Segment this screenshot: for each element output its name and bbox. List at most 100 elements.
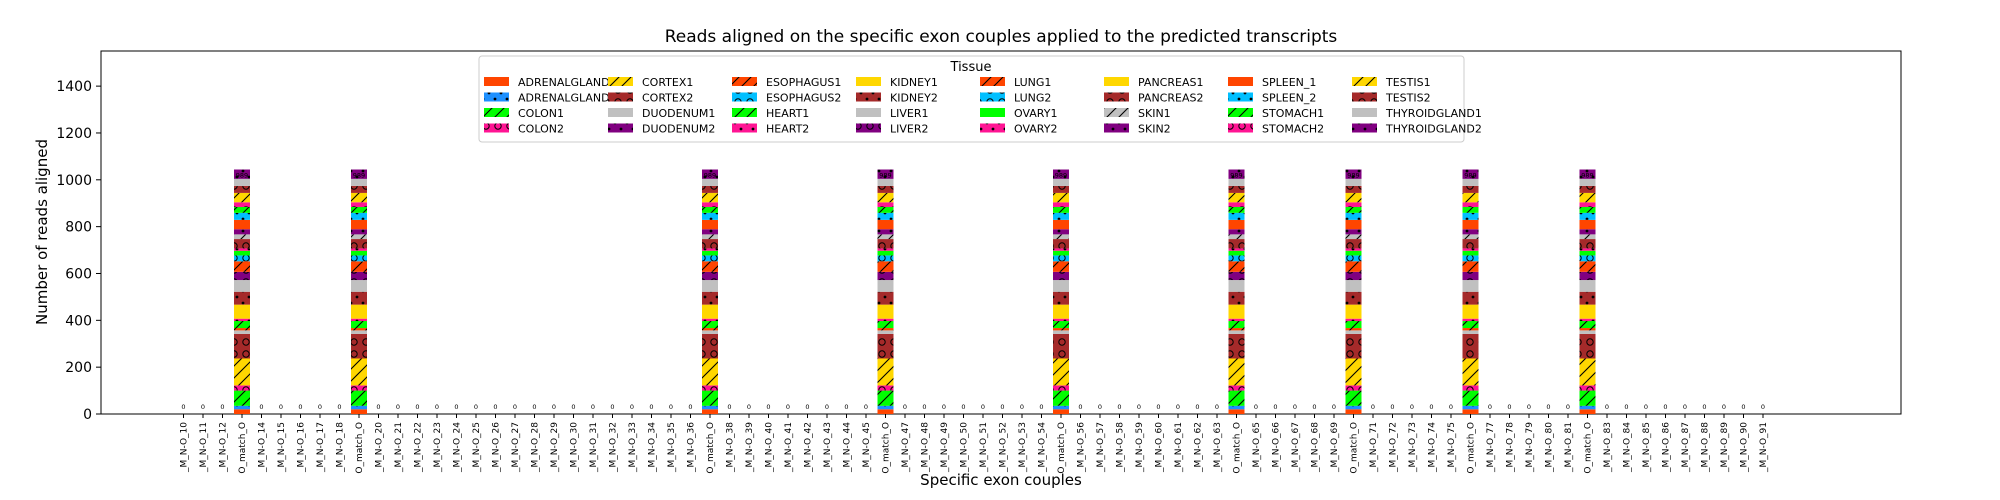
- bar-segment: [1345, 385, 1362, 391]
- y-tick-label: 400: [65, 313, 92, 329]
- bar-segment: [1345, 178, 1362, 186]
- x-tick-label: _M_N-O_15: [277, 422, 287, 473]
- legend-swatch: [1352, 92, 1377, 102]
- x-tick-label: _M_N-O_86: [1662, 422, 1672, 473]
- bar-segment: [702, 169, 718, 179]
- data-label: 0: [1098, 403, 1102, 411]
- bar-segment: [351, 390, 367, 406]
- bar-segment: [1345, 280, 1362, 292]
- data-label: 0: [669, 403, 673, 411]
- x-tick-label: _M_N-O_18: [336, 422, 346, 473]
- x-tick-label: _M_N-O_81: [1564, 422, 1574, 473]
- legend-label: LIVER2: [890, 123, 929, 136]
- bar-segment: [1345, 271, 1362, 281]
- bar-segment: [351, 250, 367, 256]
- legend-item: SKIN2: [1104, 123, 1171, 136]
- bar-segment: [702, 248, 718, 251]
- legend-label: DUODENUM2: [642, 123, 715, 136]
- bar-segment: [234, 318, 250, 322]
- bar-stack: [1053, 169, 1069, 414]
- legend-swatch: [484, 92, 509, 102]
- x-tick-label: _M_N-O_71: [1369, 422, 1379, 473]
- bar-segment: [1462, 192, 1479, 203]
- x-tick-label: _M_N-O_22: [414, 422, 424, 473]
- legend-item: DUODENUM2: [608, 123, 715, 136]
- bar-segment: [234, 330, 250, 334]
- bar-segment: [1579, 255, 1596, 262]
- bar-segment: [702, 318, 718, 322]
- chart-title: Reads aligned on the specific exon coupl…: [665, 27, 1338, 47]
- bar-segment: [234, 185, 250, 193]
- data-label: 0: [318, 403, 322, 411]
- x-tick-label: _M_N-O_41: [784, 422, 794, 473]
- bar-segment: [1228, 202, 1245, 207]
- bar-segment: [1462, 219, 1479, 230]
- bar-segment: [877, 330, 894, 334]
- data-label: 0: [552, 403, 556, 411]
- data-label: 0: [922, 403, 926, 411]
- bar-segment: [1228, 291, 1245, 305]
- legend-item: LIVER2: [856, 123, 929, 136]
- data-label: 0: [1429, 403, 1433, 411]
- x-tick-label: _M_N-O_30: [570, 422, 580, 473]
- bar-segment: [1228, 192, 1245, 203]
- legend-swatch: [732, 92, 757, 102]
- x-tick-label: _M_N-O_43: [823, 422, 833, 473]
- legend-label: ESOPHAGUS1: [766, 76, 841, 89]
- bar-segment: [877, 185, 894, 193]
- bar-segment: [1053, 333, 1069, 359]
- x-tick-label: _M_N-O_33: [628, 422, 638, 473]
- bar-segment: [234, 229, 250, 235]
- legend-item: THYROIDGLAND1: [1352, 107, 1482, 120]
- bar-segment: [1228, 385, 1245, 391]
- legend-label: KIDNEY1: [890, 76, 938, 89]
- bar-segment: [877, 206, 894, 213]
- legend-swatch: [732, 108, 757, 117]
- x-tick-label: _M_N-O_51: [979, 422, 989, 473]
- data-label: 0: [961, 403, 965, 411]
- bar-segment: [1462, 271, 1479, 281]
- data-label: 989: [1581, 171, 1593, 179]
- x-tick-label: _M_N-O_14: [258, 422, 268, 473]
- bar-segment: [234, 250, 250, 256]
- legend-item: KIDNEY1: [856, 76, 938, 89]
- data-label: 0: [201, 403, 205, 411]
- bar-segment: [702, 330, 718, 334]
- x-tick-label: _M_N-O_47: [901, 422, 911, 473]
- bar-segment: [1228, 333, 1245, 359]
- bar-segment: [1053, 229, 1069, 235]
- bar-segment: [1345, 304, 1362, 319]
- data-label: 0: [1273, 403, 1277, 411]
- bar-segment: [1053, 202, 1069, 207]
- data-label: 0: [220, 403, 224, 411]
- data-label: 0: [571, 403, 575, 411]
- bar-segment: [1579, 330, 1596, 334]
- bar-segment: [234, 239, 250, 249]
- legend-swatch: [732, 77, 757, 86]
- legend-item: ESOPHAGUS2: [732, 92, 841, 105]
- bar-segment: [877, 318, 894, 322]
- bar-segment: [1579, 239, 1596, 249]
- legend-swatch: [732, 123, 757, 133]
- data-label: 0: [786, 403, 790, 411]
- legend-label: LUNG2: [1014, 92, 1051, 105]
- x-tick-label: _M_N-O_32: [609, 422, 619, 473]
- legend-label: KIDNEY2: [890, 92, 938, 105]
- bar-segment: [877, 248, 894, 251]
- x-axis: _M_N-O_10 _M_N-O_11 _M_N-O_12 O_match_O _M_N…: [180, 414, 1769, 474]
- legend-label: SKIN1: [1138, 107, 1171, 120]
- bar-segment: [1228, 248, 1245, 251]
- legend-item: LUNG2: [980, 92, 1051, 105]
- bar-segment: [1345, 330, 1362, 334]
- bar-segment: [1579, 271, 1596, 281]
- bar-segment: [1053, 239, 1069, 249]
- legend-item: ADRENALGLAND2: [484, 92, 617, 105]
- x-tick-label: _M_N-O_77: [1486, 422, 1496, 473]
- bar-segment: [1228, 212, 1245, 220]
- x-tick-label: O_match_O: [706, 422, 716, 474]
- bar-segment: [351, 202, 367, 207]
- bar-segment: [1228, 271, 1245, 281]
- legend-item: CORTEX2: [608, 92, 693, 105]
- legend-item: OVARY2: [980, 123, 1057, 136]
- y-tick-label: 1200: [56, 126, 92, 142]
